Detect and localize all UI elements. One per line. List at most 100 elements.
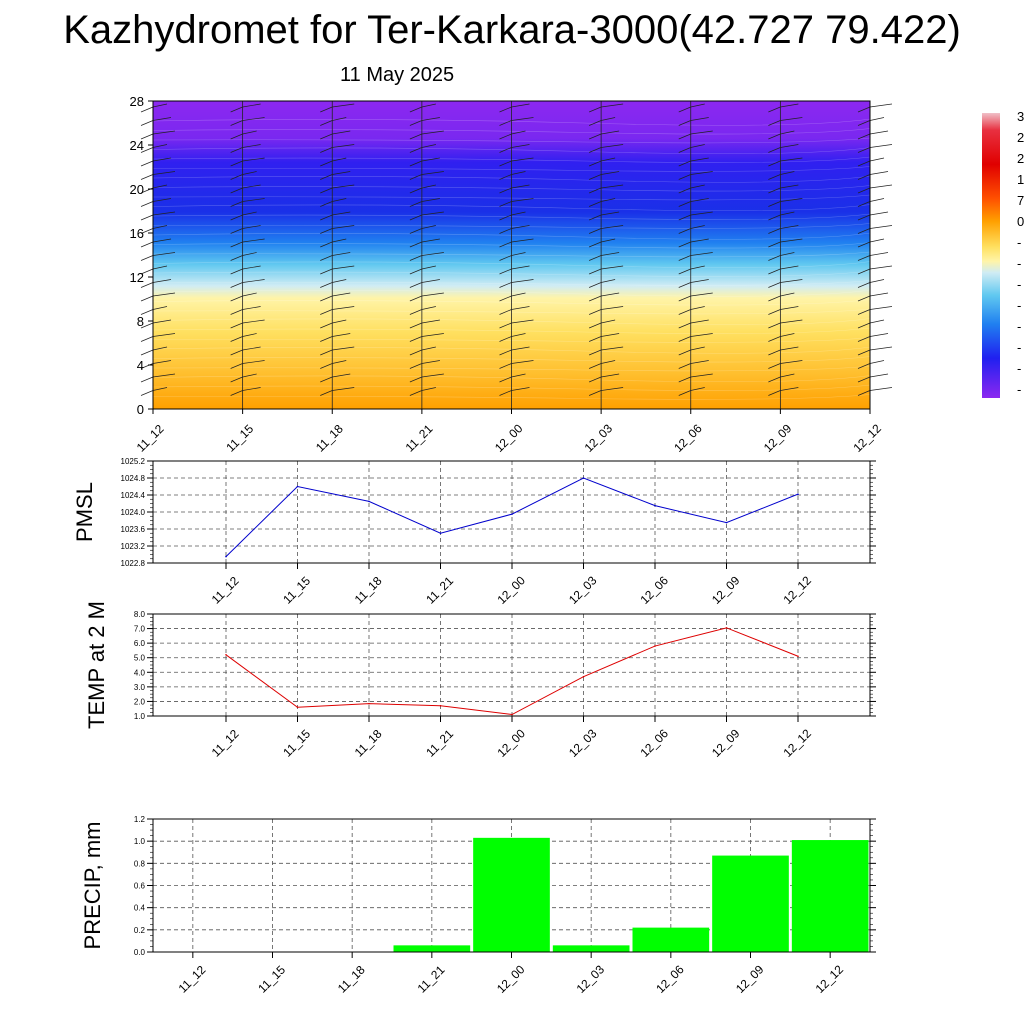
chart-title: Kazhydromet for Ter-Karkara-3000(42.727 … <box>63 8 961 52</box>
data-point <box>582 675 585 678</box>
wind-barb <box>140 390 154 396</box>
wind-barb <box>409 106 423 113</box>
x-tick-label: 11_15 <box>280 574 313 607</box>
wind-barb <box>320 336 333 342</box>
wind-barb <box>421 238 440 243</box>
wind-barb <box>140 322 154 329</box>
wind-barb <box>421 157 440 162</box>
wind-barb <box>780 103 799 108</box>
wind-barb <box>768 376 781 383</box>
wind-barb <box>421 103 436 108</box>
wind-barb <box>511 319 534 324</box>
y-tick-label: 16 <box>130 226 144 241</box>
wind-barb <box>869 387 893 391</box>
plot-frame <box>152 818 871 953</box>
wind-barb <box>869 225 893 229</box>
contour-line <box>152 289 871 297</box>
wind-barb <box>332 225 355 229</box>
wind-barb <box>588 241 602 248</box>
wind-barb <box>140 174 154 180</box>
wind-barb <box>678 106 691 113</box>
colorbar-label: 7 <box>1017 193 1024 208</box>
x-tick-label: 12_09 <box>761 421 795 455</box>
wind-barb <box>409 282 423 288</box>
wind-barb <box>499 309 512 315</box>
wind-barb <box>857 376 871 383</box>
wind-barb <box>601 319 616 324</box>
wind-barb <box>678 147 691 153</box>
wind-barb <box>242 265 261 270</box>
wind-barb <box>857 228 871 234</box>
wind-barb <box>588 160 602 167</box>
wind-barb <box>857 363 871 369</box>
wind-barb <box>242 292 257 297</box>
precip-bar <box>393 945 471 952</box>
wind-barb <box>320 295 333 302</box>
wind-barb <box>409 309 423 315</box>
wind-barb <box>780 252 795 256</box>
precip-bar <box>473 837 550 952</box>
contour-line <box>152 337 871 343</box>
wind-barb <box>140 106 154 113</box>
wind-barb <box>230 147 243 153</box>
wind-barb <box>768 322 781 329</box>
wind-barb <box>588 147 602 153</box>
y-tick-label: 5.0 <box>134 654 146 663</box>
x-tick-label: 11_21 <box>415 963 448 996</box>
wind-barb <box>768 174 781 180</box>
y-tick-label: 8.0 <box>134 610 146 619</box>
wind-barb <box>678 174 691 180</box>
wind-barb <box>690 144 705 148</box>
colorbar-label: - <box>1017 340 1021 355</box>
contour-line <box>152 166 871 172</box>
y-tick-label: 1.0 <box>134 712 146 721</box>
wind-barb <box>242 198 265 202</box>
wind-barb <box>601 198 616 202</box>
y-tick-label: 0.4 <box>134 904 146 913</box>
wind-barb <box>152 333 176 337</box>
wind-barb <box>499 390 512 396</box>
wind-barb <box>499 255 512 261</box>
wind-barb <box>230 336 243 342</box>
contour-line <box>152 147 871 155</box>
colorbar-label: - <box>1017 298 1021 313</box>
wind-barb <box>242 225 261 229</box>
contour-line <box>152 175 871 183</box>
x-tick-label: 12_00 <box>494 726 528 760</box>
wind-barb <box>332 117 347 121</box>
wind-barb <box>588 255 602 261</box>
wind-barb <box>140 309 154 315</box>
wind-barb <box>780 373 795 378</box>
contour-line <box>152 232 871 240</box>
wind-barb <box>869 184 893 189</box>
x-tick-label: 12_03 <box>574 962 608 996</box>
wind-barb <box>588 268 602 275</box>
wind-barb <box>421 130 444 135</box>
wind-barb <box>678 390 691 396</box>
wind-barb <box>230 363 243 369</box>
wind-barb <box>230 160 243 167</box>
wind-barb <box>152 225 168 229</box>
wind-barb <box>869 319 885 324</box>
colorbar: 3 2 2 1 7 0 - - - - - - - - <box>982 109 1024 398</box>
wind-barb <box>242 144 261 148</box>
wind-barb <box>678 349 691 356</box>
wind-barb <box>690 238 709 243</box>
y-tick-label: 20 <box>130 182 144 197</box>
x-tick-label: 12_12 <box>780 726 814 760</box>
colorbar-label: 2 <box>1017 130 1024 145</box>
wind-barb <box>780 198 803 202</box>
wind-barb <box>601 333 620 337</box>
wind-barb <box>857 214 871 221</box>
wind-barb <box>511 387 530 391</box>
wind-barb <box>230 268 243 275</box>
precip-bar <box>712 855 789 952</box>
wind-barb <box>332 319 347 324</box>
wind-barb <box>332 387 355 391</box>
wind-barb <box>588 106 602 113</box>
wind-barb <box>869 144 893 148</box>
contour-line <box>152 137 871 144</box>
wind-barb <box>768 349 781 356</box>
wind-barb <box>332 198 347 202</box>
